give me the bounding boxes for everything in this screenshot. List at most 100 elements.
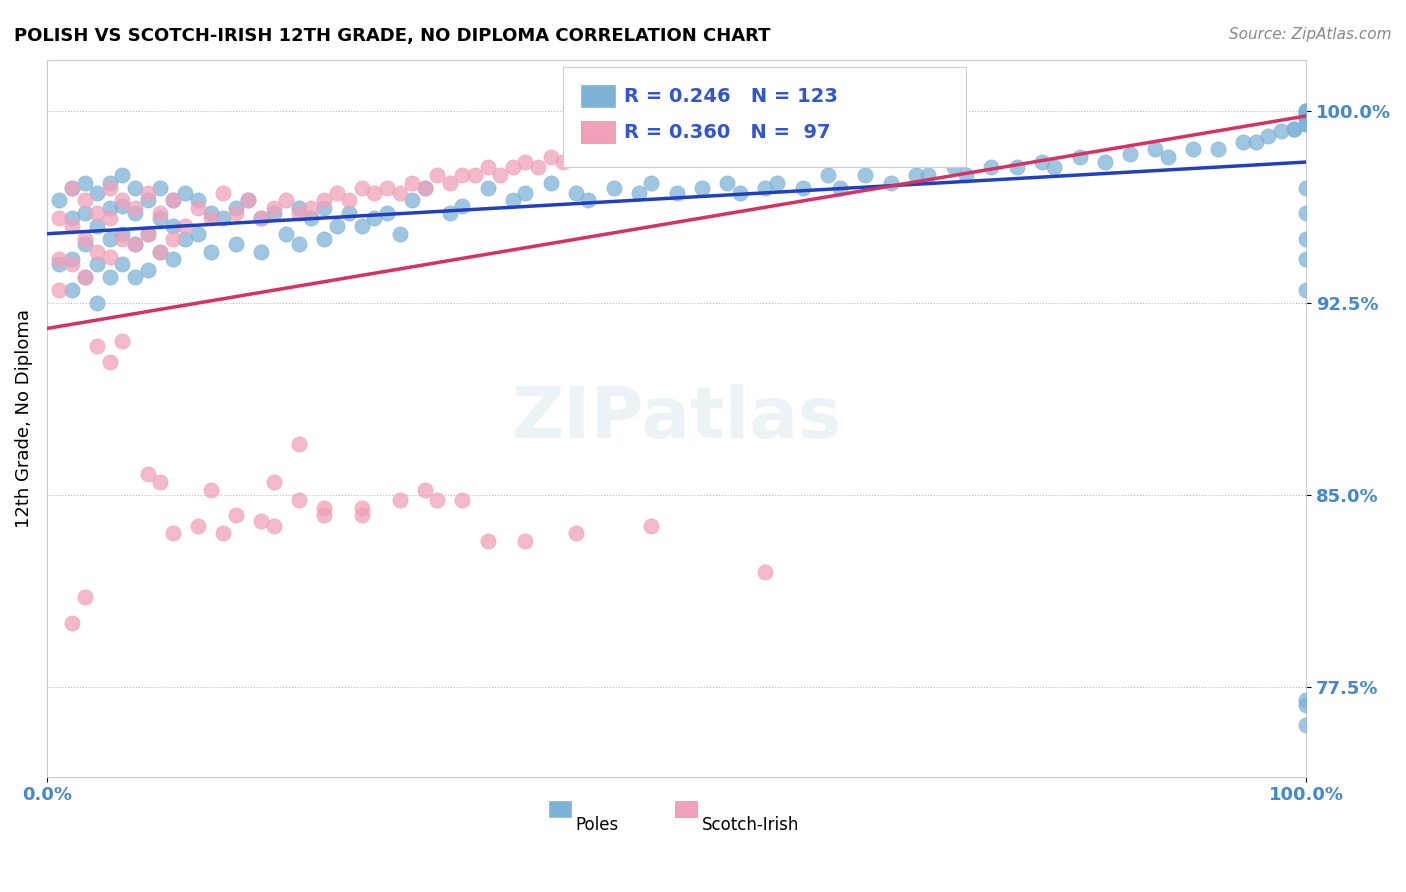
Point xyxy=(690,180,713,194)
Point xyxy=(187,227,209,241)
Point xyxy=(792,103,814,118)
Point xyxy=(1295,718,1317,732)
Point xyxy=(187,518,209,533)
Point xyxy=(98,232,121,246)
Point xyxy=(48,211,70,226)
Point xyxy=(589,142,612,156)
Point xyxy=(413,180,436,194)
Point xyxy=(48,283,70,297)
Point xyxy=(830,180,852,194)
Point xyxy=(60,257,83,271)
Point xyxy=(263,518,285,533)
Point xyxy=(73,232,96,246)
Point xyxy=(287,493,309,508)
Point xyxy=(60,252,83,267)
Point xyxy=(325,219,347,233)
Point xyxy=(174,232,197,246)
Point xyxy=(665,186,688,200)
Point xyxy=(312,232,335,246)
Point xyxy=(728,186,751,200)
Point xyxy=(136,262,159,277)
Point xyxy=(477,180,499,194)
Point xyxy=(187,201,209,215)
Point xyxy=(388,227,411,241)
Point xyxy=(86,257,108,271)
Point xyxy=(124,206,146,220)
Point xyxy=(439,176,461,190)
Point xyxy=(502,194,524,208)
Point xyxy=(489,168,512,182)
Point xyxy=(162,219,184,233)
Point xyxy=(540,176,562,190)
Point xyxy=(754,103,776,118)
Point xyxy=(1295,112,1317,126)
Point xyxy=(1232,135,1254,149)
Point xyxy=(111,334,134,349)
Point xyxy=(111,257,134,271)
Point xyxy=(149,244,172,259)
Point xyxy=(250,211,273,226)
Point xyxy=(86,206,108,220)
FancyBboxPatch shape xyxy=(581,86,614,107)
Point xyxy=(1295,206,1317,220)
Point xyxy=(1295,180,1317,194)
Point xyxy=(553,155,575,169)
Point xyxy=(162,194,184,208)
Point xyxy=(879,176,901,190)
Point xyxy=(299,211,322,226)
Point xyxy=(276,194,298,208)
Point xyxy=(124,237,146,252)
Point xyxy=(276,227,298,241)
Point xyxy=(73,270,96,285)
Point xyxy=(942,160,965,174)
Point xyxy=(426,493,449,508)
Point xyxy=(136,227,159,241)
Point xyxy=(451,198,474,212)
Point xyxy=(325,186,347,200)
Point xyxy=(540,150,562,164)
Point xyxy=(1295,117,1317,131)
Point xyxy=(263,475,285,490)
FancyBboxPatch shape xyxy=(675,801,697,817)
Point xyxy=(238,194,260,208)
Point xyxy=(565,526,588,541)
Point xyxy=(451,493,474,508)
Point xyxy=(124,237,146,252)
Point xyxy=(1295,232,1317,246)
Point xyxy=(565,186,588,200)
Point xyxy=(754,565,776,579)
Point xyxy=(60,615,83,630)
Point xyxy=(187,194,209,208)
Point xyxy=(627,186,650,200)
Point xyxy=(225,201,247,215)
Text: ZIPatlas: ZIPatlas xyxy=(512,384,842,452)
Point xyxy=(515,155,537,169)
Point xyxy=(73,591,96,605)
Point xyxy=(375,180,398,194)
Point xyxy=(98,201,121,215)
Point xyxy=(1144,142,1167,156)
Point xyxy=(855,168,877,182)
Point xyxy=(1119,147,1142,161)
Point xyxy=(350,180,373,194)
Point xyxy=(363,186,385,200)
Point xyxy=(149,206,172,220)
Point xyxy=(1295,109,1317,123)
Point xyxy=(212,186,235,200)
Point xyxy=(136,467,159,482)
Point xyxy=(48,194,70,208)
Point xyxy=(136,186,159,200)
Point xyxy=(225,508,247,523)
Point xyxy=(60,180,83,194)
Point xyxy=(1295,283,1317,297)
Text: Scotch-Irish: Scotch-Irish xyxy=(702,816,799,834)
Point xyxy=(98,180,121,194)
Point xyxy=(728,109,751,123)
Point xyxy=(287,201,309,215)
Point xyxy=(73,206,96,220)
Point xyxy=(515,186,537,200)
Point xyxy=(212,211,235,226)
Point xyxy=(1295,698,1317,712)
Point xyxy=(225,206,247,220)
Point xyxy=(111,168,134,182)
